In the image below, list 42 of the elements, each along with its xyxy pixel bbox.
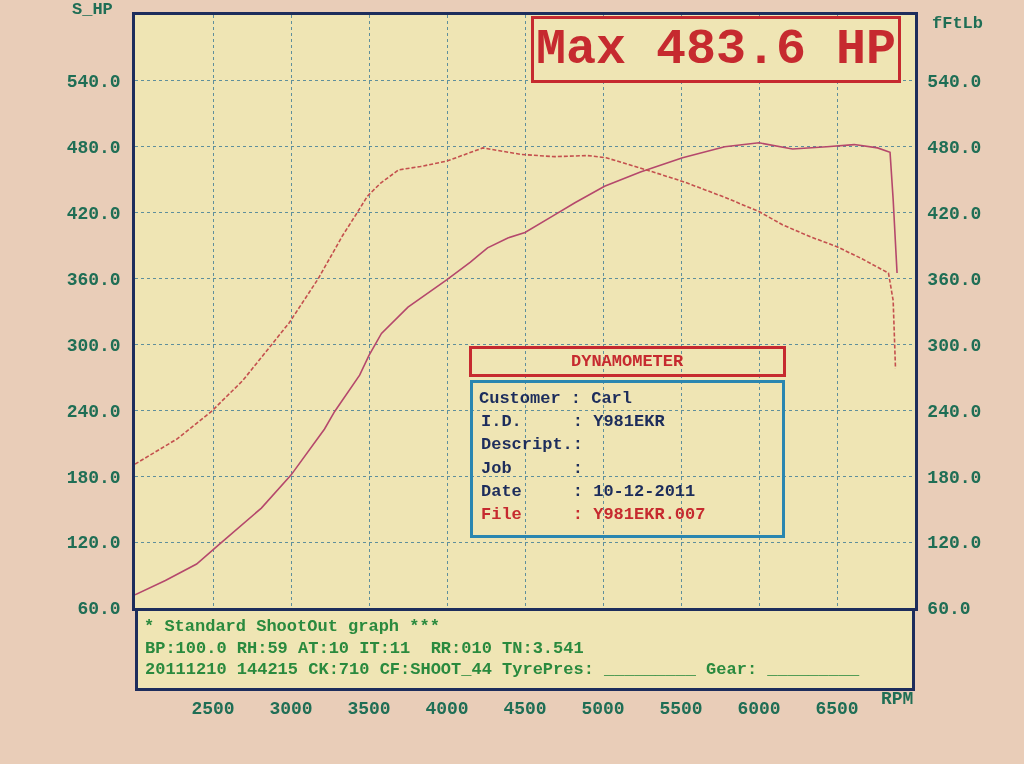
x-tick-label: 4000 (425, 699, 469, 720)
text: * Standard ShootOut graph *** (144, 617, 440, 636)
y-tick-label: 240.0 (66, 401, 121, 422)
y2-tick-label: 360.0 (927, 269, 982, 290)
y-tick-label: 420.0 (66, 203, 121, 224)
annotation: DYNAMOMETER (570, 352, 685, 371)
text: 20111210 144215 CK:710 CF:SHOOT_44 TyrePres: _________ Gear: _________ (145, 660, 860, 679)
y-tick-label: 120.0 (66, 533, 121, 554)
text: BP:100.0 RH:59 AT:10 IT:11 RR:010 TN:3.541 (145, 639, 584, 658)
annotation: I.D. : Y981EKR (481, 412, 666, 431)
y2-tick-label: 120.0 (927, 533, 982, 554)
y2-tick-label: 180.0 (927, 467, 982, 488)
x-tick-label: 3500 (347, 699, 391, 720)
annotation: File : Y981EKR.007 (481, 505, 706, 524)
x-tick-label: 4500 (503, 699, 547, 720)
chart-title: Max 483.6 HP (536, 21, 897, 78)
annotation: Job : (481, 459, 584, 478)
annotation: Descript.: (481, 435, 584, 454)
y2-tick-label: 240.0 (927, 401, 982, 422)
annotation: Date : 10-12-2011 (481, 482, 696, 501)
y-tick-label: 360.0 (66, 269, 121, 290)
y-tick-label: 540.0 (66, 72, 121, 93)
x-axis-title: RPM (881, 689, 914, 709)
y-axis-title: S_HP (72, 0, 113, 19)
x-tick-label: 5500 (659, 699, 703, 720)
y-tick-label: 60.0 (77, 599, 121, 620)
y-tick-label: 180.0 (66, 467, 121, 488)
y-tick-label: 480.0 (66, 138, 121, 159)
annotation: Customer : Carl (479, 389, 633, 408)
x-tick-label: 2500 (191, 699, 235, 720)
x-tick-label: 6500 (815, 699, 859, 720)
x-tick-label: 5000 (581, 699, 625, 720)
y2-axis-title: fFtLb (932, 14, 984, 33)
y2-tick-label: 300.0 (927, 335, 982, 356)
y2-tick-label: 480.0 (927, 138, 982, 159)
x-tick-label: 6000 (737, 699, 781, 720)
y-tick-label: 300.0 (66, 335, 121, 356)
line-series (135, 142, 898, 596)
y2-tick-label: 60.0 (927, 599, 971, 620)
x-tick-label: 3000 (269, 699, 313, 720)
y2-tick-label: 540.0 (927, 72, 982, 93)
y2-tick-label: 420.0 (927, 203, 982, 224)
